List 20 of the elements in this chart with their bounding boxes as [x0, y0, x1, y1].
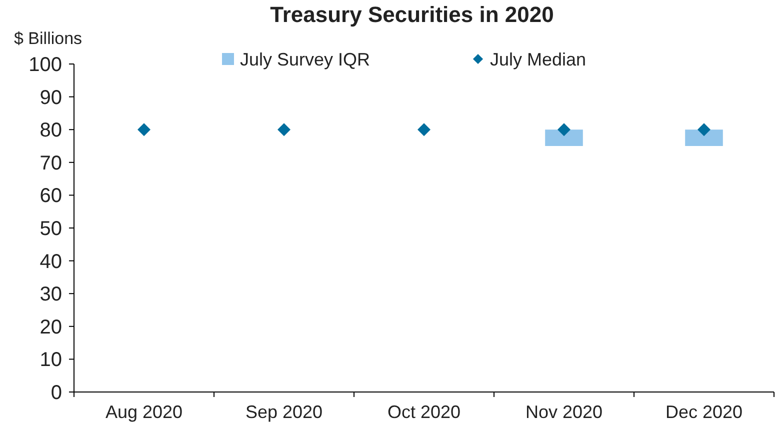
x-tick-label: Oct 2020	[387, 402, 461, 422]
y-tick-label: 100	[28, 54, 62, 76]
chart-title: Treasury Securities in 2020	[270, 2, 554, 27]
y-tick-label: 20	[40, 316, 62, 338]
y-tick-label: 10	[40, 349, 62, 372]
y-tick-label: 90	[40, 86, 62, 109]
y-tick-label: 30	[40, 284, 62, 306]
x-tick-label: Nov 2020	[525, 402, 603, 422]
y-tick-label: 70	[40, 152, 62, 174]
y-tick-label: 60	[40, 185, 62, 208]
legend-label: July Survey IQR	[240, 49, 370, 70]
y-axis-title: $ Billions	[14, 29, 82, 48]
y-tick-label: 0	[50, 382, 62, 404]
y-tick-label: 40	[40, 250, 62, 273]
legend-label: July Median	[490, 49, 586, 70]
x-tick-label: Aug 2020	[105, 402, 183, 422]
y-tick-label: 50	[40, 218, 62, 240]
x-tick-label: Dec 2020	[665, 402, 743, 422]
x-tick-label: Sep 2020	[245, 402, 323, 422]
y-tick-label: 80	[40, 120, 62, 142]
